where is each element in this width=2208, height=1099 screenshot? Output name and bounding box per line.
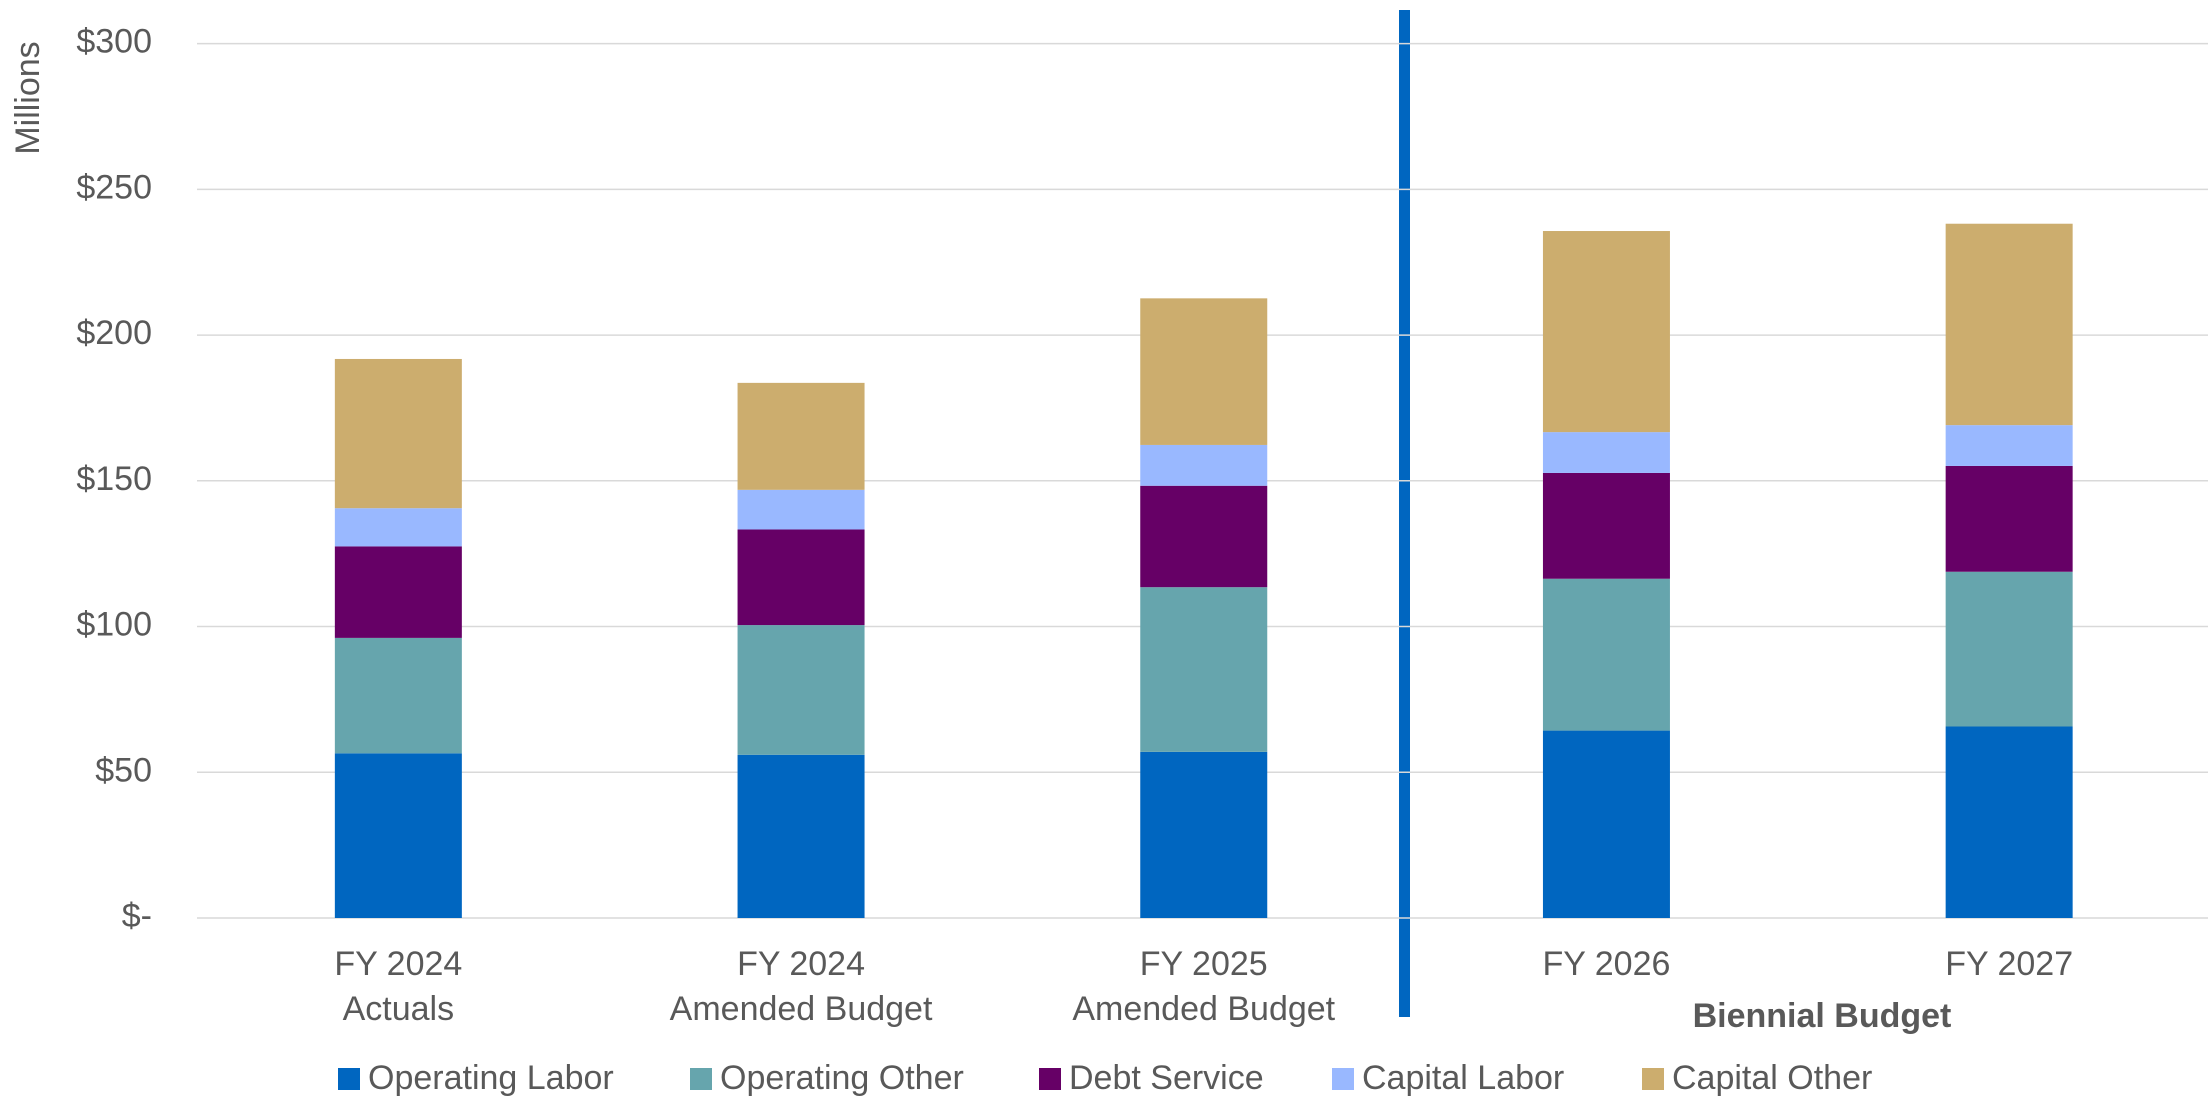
legend-swatch [338, 1068, 360, 1090]
legend-swatch [690, 1068, 712, 1090]
y-axis-label: Millions [9, 41, 47, 154]
y-tick-label: $- [122, 897, 152, 935]
bar-segment [1140, 751, 1268, 918]
bar-segment [334, 358, 462, 509]
y-tick-label: $100 [76, 606, 152, 644]
bar-segment [737, 625, 865, 755]
bar-segment [1542, 730, 1670, 918]
bar-segment [1945, 223, 2073, 426]
legend-swatch [1039, 1068, 1061, 1090]
divider [1399, 10, 1410, 1017]
legend-label: Operating Labor [368, 1059, 614, 1097]
x-tick-label: FY 2024 Actuals [334, 945, 462, 1028]
y-tick-label: $150 [76, 460, 152, 498]
bar-segment [1140, 298, 1268, 445]
legend-label: Debt Service [1069, 1059, 1264, 1097]
bar-segment [737, 754, 865, 918]
y-tick-label: $300 [76, 23, 152, 61]
bar-segment [737, 489, 865, 530]
x-tick-label: FY 2025 Amended Budget [1072, 945, 1335, 1028]
bar-segment [334, 637, 462, 754]
y-tick-label: $250 [76, 168, 152, 206]
legend-label: Operating Other [720, 1059, 964, 1097]
annotation: Biennial Budget [1693, 997, 1952, 1035]
bar-segment [1945, 571, 2073, 727]
bar-segment [1945, 726, 2073, 918]
bar-segment [1140, 485, 1268, 588]
bar-segment [1945, 425, 2073, 466]
bar-segment [737, 529, 865, 626]
y-tick-label: $200 [76, 314, 152, 352]
legend-label: Capital Other [1672, 1059, 1872, 1097]
bar-segment [1542, 432, 1670, 473]
bar-segment [1542, 472, 1670, 579]
legend-swatch [1332, 1068, 1354, 1090]
bar-segment [334, 546, 462, 638]
legend-label: Capital Labor [1362, 1059, 1564, 1097]
bar-segment [737, 382, 865, 490]
x-tick-label: FY 2024 Amended Budget [670, 945, 933, 1028]
bar-segment [1542, 231, 1670, 433]
y-tick-label: $50 [95, 751, 152, 789]
bar-segment [334, 753, 462, 918]
x-tick-label: FY 2027 [1945, 945, 2073, 983]
bar-segment [1542, 578, 1670, 731]
bar-segment [1140, 444, 1268, 486]
x-tick-label: FY 2026 [1542, 945, 1670, 983]
bar-segment [334, 508, 462, 547]
legend-swatch [1642, 1068, 1664, 1090]
bar-segment [1140, 587, 1268, 752]
bar-segment [1945, 465, 2073, 572]
